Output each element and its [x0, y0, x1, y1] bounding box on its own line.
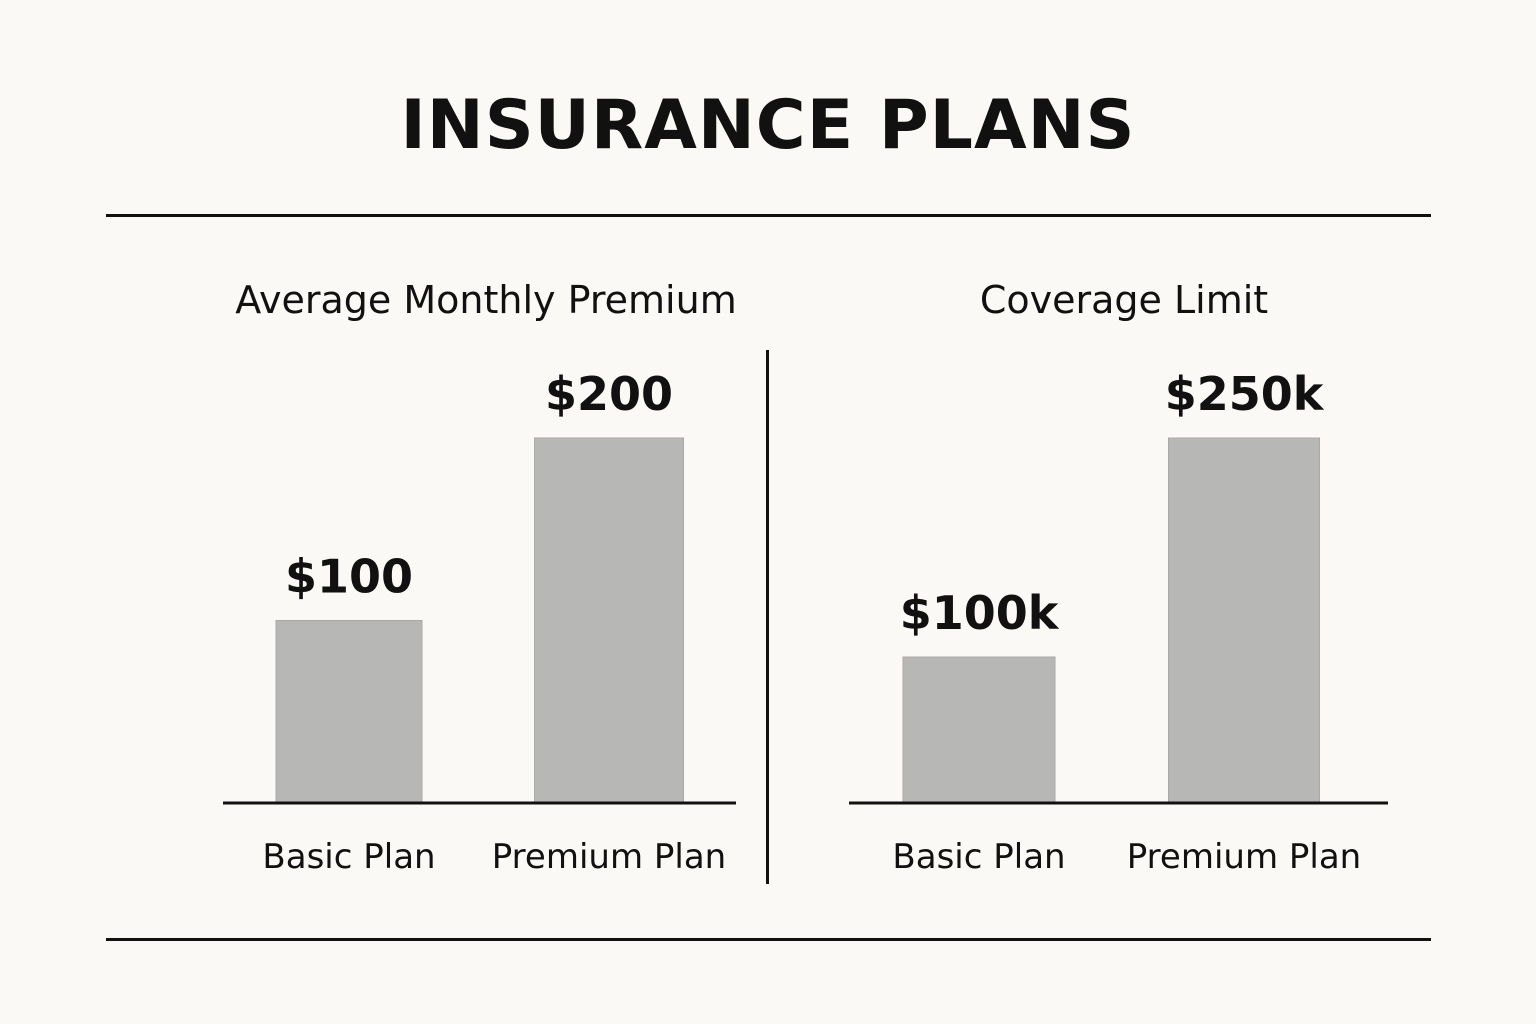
panel-divider	[766, 350, 769, 884]
bar-value-label: $200	[545, 367, 673, 421]
category-label: Premium Plan	[492, 837, 726, 877]
bar	[534, 437, 684, 804]
category-label: Basic Plan	[262, 837, 435, 877]
bar	[275, 620, 423, 804]
chart-title: Coverage Limit	[980, 278, 1268, 322]
category-label: Premium Plan	[1127, 837, 1361, 877]
bottom-divider	[106, 938, 1431, 941]
bar-value-label: $100	[285, 550, 413, 604]
page-title: INSURANCE PLANS	[400, 86, 1136, 165]
chart-title: Average Monthly Premium	[235, 278, 736, 322]
bar-value-label: $250k	[1165, 367, 1325, 421]
bar	[902, 656, 1056, 804]
bar	[1168, 437, 1320, 804]
category-label: Basic Plan	[892, 837, 1065, 877]
top-divider	[106, 214, 1431, 217]
bar-value-label: $100k	[900, 586, 1060, 640]
